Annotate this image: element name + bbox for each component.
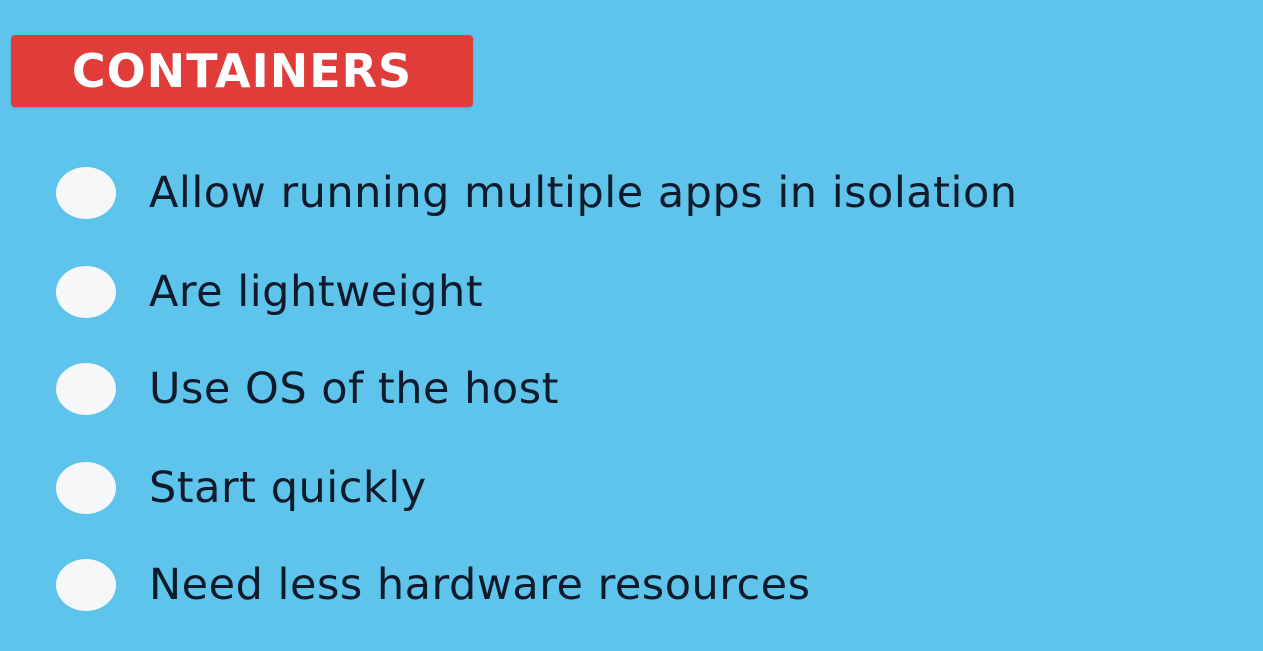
bullet-text: Start quickly xyxy=(149,462,427,513)
bullet-item: Need less hardware resources xyxy=(56,557,811,613)
bullet-item: Allow running multiple apps in isolation xyxy=(56,165,1018,221)
bullet-dot-icon xyxy=(56,266,116,318)
bullet-text: Need less hardware resources xyxy=(149,559,811,610)
bullet-dot-icon xyxy=(56,559,116,611)
bullet-dot-icon xyxy=(56,363,116,415)
bullet-text: Are lightweight xyxy=(149,266,484,317)
bullet-dot-icon xyxy=(56,462,116,514)
bullet-item: Are lightweight xyxy=(56,264,483,320)
bullet-item: Use OS of the host xyxy=(56,361,559,417)
title-badge: CONTAINERS xyxy=(11,35,473,107)
bullet-text: Use OS of the host xyxy=(149,363,559,414)
slide-title: CONTAINERS xyxy=(71,44,413,98)
bullet-text: Allow running multiple apps in isolation xyxy=(149,167,1018,218)
bullet-item: Start quickly xyxy=(56,460,427,516)
bullet-dot-icon xyxy=(56,167,116,219)
